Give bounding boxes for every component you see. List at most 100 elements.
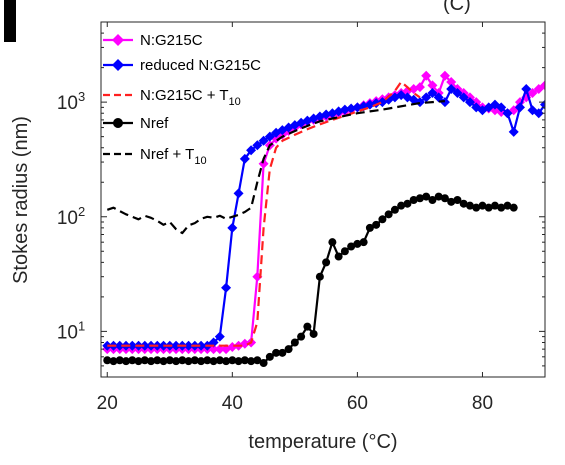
data-point-reduced-n-g215c bbox=[508, 126, 519, 137]
data-point-reduced-n-g215c bbox=[533, 108, 544, 119]
data-point-n-g215c bbox=[414, 82, 425, 93]
data-point-nref bbox=[478, 201, 487, 210]
data-point-reduced-n-g215c bbox=[127, 340, 138, 351]
data-point-nref bbox=[190, 356, 199, 365]
data-point-reduced-n-g215c bbox=[452, 88, 463, 99]
data-point-reduced-n-g215c bbox=[102, 340, 113, 351]
data-point-nref bbox=[134, 357, 143, 366]
x-tick-label: 40 bbox=[222, 393, 243, 414]
data-point-reduced-n-g215c bbox=[239, 153, 250, 164]
data-point-reduced-n-g215c bbox=[339, 104, 350, 115]
data-point-nref bbox=[490, 201, 499, 210]
data-point-nref bbox=[178, 356, 187, 365]
y-tick-base: 10 bbox=[57, 322, 78, 343]
data-point-nref bbox=[147, 357, 156, 366]
data-point-nref bbox=[322, 258, 331, 267]
data-point-reduced-n-g215c bbox=[264, 131, 275, 142]
data-point-reduced-n-g215c bbox=[521, 84, 532, 95]
y-tick-label: 102 bbox=[57, 204, 85, 229]
data-point-nref bbox=[422, 192, 431, 201]
data-point-nref bbox=[497, 203, 506, 212]
data-point-reduced-n-g215c bbox=[446, 84, 457, 95]
data-point-nref bbox=[459, 199, 468, 208]
data-point-reduced-n-g215c bbox=[464, 97, 475, 108]
data-point-n-g215c bbox=[421, 70, 432, 81]
data-point-nref bbox=[159, 357, 168, 366]
data-point-nref bbox=[153, 356, 162, 365]
data-point-nref bbox=[203, 356, 212, 365]
data-point-nref bbox=[415, 194, 424, 203]
y-tick-base: 10 bbox=[57, 93, 78, 114]
data-point-n-g215c bbox=[427, 80, 438, 91]
data-point-nref bbox=[165, 356, 174, 365]
data-point-nref bbox=[184, 357, 193, 366]
x-tick-label: 20 bbox=[97, 393, 118, 414]
data-point-nref bbox=[509, 203, 518, 212]
data-point-reduced-n-g215c bbox=[171, 340, 182, 351]
data-point-nref bbox=[315, 272, 324, 281]
data-point-nref bbox=[109, 357, 118, 366]
legend-label-text: N:G215C bbox=[140, 32, 203, 49]
data-point-n-g215c bbox=[540, 80, 545, 91]
data-point-nref bbox=[390, 205, 399, 214]
data-point-reduced-n-g215c bbox=[233, 188, 244, 199]
data-point-nref bbox=[347, 242, 356, 251]
data-point-nref bbox=[409, 196, 418, 205]
data-point-nref bbox=[222, 357, 231, 366]
legend-marker-nref bbox=[113, 118, 123, 128]
x-tick-label: 80 bbox=[472, 393, 493, 414]
data-point-nref bbox=[440, 194, 449, 203]
y-tick-label: 101 bbox=[57, 318, 85, 343]
series-line-nref bbox=[107, 195, 515, 365]
y-tick-exponent: 3 bbox=[78, 89, 85, 104]
data-point-nref bbox=[328, 238, 337, 247]
series-line-n-g215c-t-10 bbox=[107, 80, 421, 347]
data-point-nref bbox=[197, 357, 206, 366]
legend-label-text: Nref bbox=[140, 115, 169, 132]
data-point-nref bbox=[472, 203, 481, 212]
data-point-reduced-n-g215c bbox=[496, 102, 507, 113]
data-point-reduced-n-g215c bbox=[183, 340, 194, 351]
y-tick-label: 103 bbox=[57, 89, 85, 114]
data-point-reduced-n-g215c bbox=[214, 331, 225, 342]
data-point-reduced-n-g215c bbox=[346, 103, 357, 114]
legend-label-subscript: 10 bbox=[194, 155, 206, 167]
data-point-reduced-n-g215c bbox=[458, 92, 469, 103]
title-fragment: (C) bbox=[443, 0, 471, 15]
data-point-n-g215c bbox=[527, 88, 538, 99]
data-point-nref bbox=[215, 356, 224, 365]
data-point-nref bbox=[140, 356, 149, 365]
data-point-nref bbox=[172, 357, 181, 366]
data-point-nref bbox=[240, 356, 249, 365]
data-point-nref bbox=[384, 210, 393, 219]
y-tick-exponent: 2 bbox=[78, 204, 85, 219]
data-point-nref bbox=[353, 239, 362, 248]
data-point-nref bbox=[484, 203, 493, 212]
data-point-nref bbox=[465, 201, 474, 210]
data-point-nref bbox=[278, 348, 287, 357]
y-tick-base: 10 bbox=[57, 208, 78, 229]
legend-label-text: reduced N:G215C bbox=[140, 57, 261, 74]
x-tick-label: 60 bbox=[347, 393, 368, 414]
data-point-reduced-n-g215c bbox=[114, 340, 125, 351]
panel-label-bar bbox=[4, 0, 16, 42]
data-point-reduced-n-g215c bbox=[246, 145, 257, 156]
legend-label-nref: Nref bbox=[140, 115, 169, 132]
legend-label-reduced-n-g215c: reduced N:G215C bbox=[140, 57, 261, 74]
data-point-nref bbox=[253, 356, 262, 365]
legend-label-subscript: 10 bbox=[229, 96, 241, 108]
data-point-nref bbox=[403, 199, 412, 208]
data-point-nref bbox=[115, 356, 124, 365]
data-point-n-g215c bbox=[439, 70, 450, 81]
data-point-reduced-n-g215c bbox=[421, 92, 432, 103]
data-point-nref bbox=[309, 329, 318, 338]
data-point-reduced-n-g215c bbox=[221, 282, 232, 293]
data-point-nref bbox=[272, 348, 281, 357]
data-point-reduced-n-g215c bbox=[227, 222, 238, 233]
series-line-nref-t-10 bbox=[106, 100, 445, 235]
data-point-nref bbox=[209, 357, 218, 366]
data-point-reduced-n-g215c bbox=[514, 102, 525, 113]
y-axis-label: Stokes radius (nm) bbox=[10, 116, 32, 284]
data-point-nref bbox=[290, 338, 299, 347]
